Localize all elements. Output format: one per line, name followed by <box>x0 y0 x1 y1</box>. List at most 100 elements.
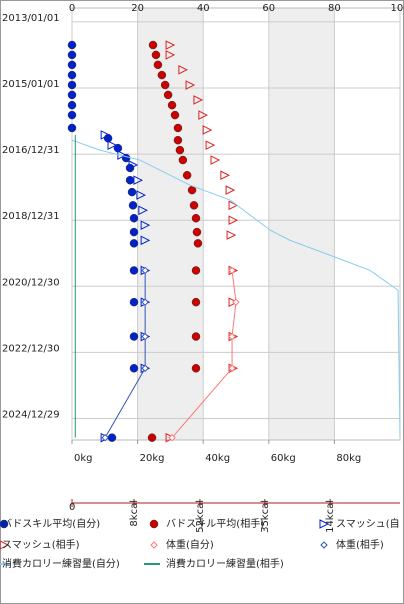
y-tick-label: 2024/12/29 <box>2 410 60 421</box>
series-line <box>71 139 401 438</box>
y-tick-label: 2013/01/01 <box>2 13 60 24</box>
point <box>228 332 236 341</box>
legend-swatch <box>0 540 10 550</box>
kcal-tick-label: 0 <box>69 502 75 513</box>
band <box>268 8 335 440</box>
point <box>202 125 213 135</box>
point <box>129 364 139 373</box>
point <box>167 100 177 110</box>
x-tick-label: 100 <box>390 3 404 14</box>
point <box>189 201 199 210</box>
point <box>67 110 77 120</box>
point <box>165 40 176 50</box>
x-tick-label: 40 <box>197 3 210 14</box>
point <box>148 40 158 50</box>
point <box>129 266 139 275</box>
point <box>191 364 201 373</box>
point <box>193 239 203 248</box>
point <box>225 185 236 195</box>
legend-swatch <box>319 519 330 529</box>
point <box>67 100 77 110</box>
point <box>129 213 139 223</box>
x-tick-label: 60 <box>262 3 275 14</box>
point <box>178 155 188 165</box>
point <box>168 433 176 442</box>
point <box>140 235 151 246</box>
point <box>173 135 183 145</box>
point <box>198 110 208 120</box>
point <box>170 110 180 120</box>
point <box>129 297 139 307</box>
kcal-tick-label: 52kcal <box>195 500 206 533</box>
legend-swatch <box>0 519 9 529</box>
point <box>129 332 139 341</box>
legend-swatch <box>320 541 328 549</box>
legend-label: 体重(自分) <box>166 538 214 551</box>
point <box>67 40 77 50</box>
point <box>133 175 144 186</box>
point <box>153 60 163 70</box>
point <box>228 297 239 307</box>
point <box>165 432 176 443</box>
point <box>228 215 239 226</box>
point <box>67 90 77 100</box>
point <box>136 190 146 200</box>
y-tick-label: 2022/12/30 <box>2 343 60 354</box>
y-tick-label: 2015/01/01 <box>2 79 60 90</box>
point <box>160 80 170 90</box>
kcal-tick-label: 14kcal <box>325 500 336 533</box>
point <box>67 123 77 133</box>
point <box>140 220 151 230</box>
point <box>107 140 118 150</box>
legend-label: バドスキル平均(相手) <box>166 517 264 530</box>
point <box>141 266 149 275</box>
point <box>129 239 139 248</box>
point <box>220 170 230 181</box>
legend-label: 体重(相手) <box>336 538 384 551</box>
legend-label: スマッシュ(自 <box>336 517 400 530</box>
point <box>178 64 188 75</box>
legend-label: バドスキル平均(自分) <box>2 517 100 530</box>
point <box>228 364 236 372</box>
legend-swatch <box>149 519 159 529</box>
y-tick-label: 2020/12/30 <box>2 277 60 288</box>
kcal-tick-label: 8kcal <box>129 500 140 527</box>
point <box>67 80 77 90</box>
point <box>100 130 111 140</box>
point <box>129 227 139 237</box>
point <box>67 50 77 60</box>
x-tick-label: 20kg <box>140 453 165 464</box>
x-tick-label: 0kg <box>74 453 93 464</box>
point <box>163 90 173 100</box>
point <box>138 205 148 216</box>
kcal-tick-label: 35kcal <box>260 500 271 533</box>
point <box>210 155 221 165</box>
point <box>173 123 183 133</box>
point <box>128 160 139 170</box>
point <box>175 145 185 155</box>
x-tick-label: 60kg <box>271 453 296 464</box>
point <box>228 200 239 211</box>
point <box>141 364 149 372</box>
point <box>165 50 176 60</box>
point <box>191 213 201 223</box>
point <box>101 433 109 442</box>
y-tick-label: 2016/12/31 <box>2 145 60 156</box>
point <box>125 175 135 185</box>
x-tick-label: 80 <box>328 3 341 14</box>
point <box>191 332 201 341</box>
legend-label: スマッシュ(相手) <box>2 538 80 551</box>
legend-swatch <box>150 541 158 549</box>
point <box>192 227 202 237</box>
point <box>147 433 157 442</box>
point <box>191 266 201 275</box>
point <box>141 298 149 306</box>
legend-label: 消費カロリー練習量(相手) <box>166 557 284 570</box>
point <box>191 297 201 307</box>
point <box>67 70 77 80</box>
point <box>228 266 236 275</box>
point <box>193 95 204 105</box>
point <box>151 50 161 60</box>
x-tick-label: 20 <box>131 3 144 14</box>
